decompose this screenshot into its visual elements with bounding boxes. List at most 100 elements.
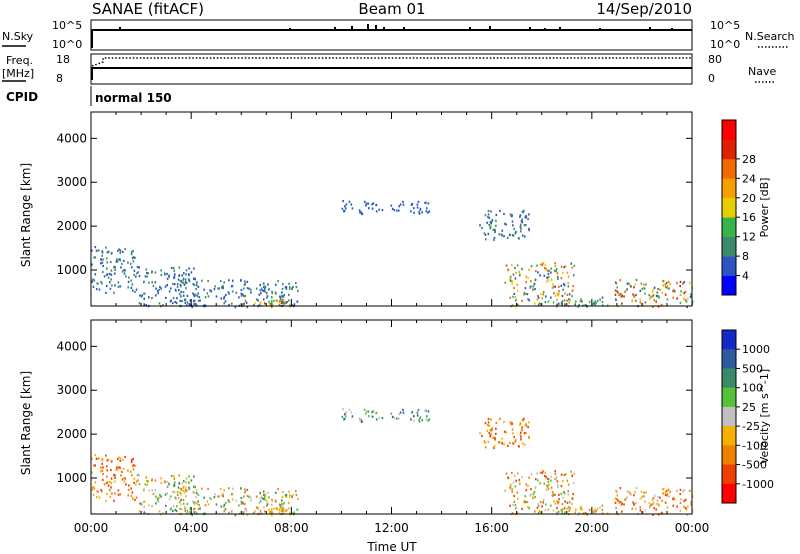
echo-cell [182, 502, 185, 505]
echo-cell [160, 287, 162, 290]
echo-cell [262, 490, 265, 493]
echo-cell [103, 483, 106, 486]
echo-cell [165, 504, 167, 507]
echo-cell [137, 271, 139, 274]
echo-cell [399, 203, 402, 206]
echo-cell [193, 485, 195, 488]
echo-cell [542, 293, 544, 296]
echo-cell [282, 301, 284, 304]
echo-cell [665, 490, 668, 493]
echo-cell [281, 506, 284, 509]
echo-cell [116, 466, 118, 469]
echo-cell [619, 501, 622, 504]
echo-cell [222, 492, 224, 496]
echo-cell [660, 511, 663, 514]
echo-cell [158, 496, 160, 499]
echo-cell [132, 458, 134, 461]
echo-cell [512, 503, 514, 506]
echo-cell [244, 507, 247, 510]
echo-cell [184, 298, 187, 301]
echo-cell [127, 280, 130, 283]
echo-cell [120, 266, 122, 269]
echo-cell [509, 275, 512, 278]
echo-cell [113, 272, 116, 275]
echo-cell [176, 505, 178, 508]
echo-cell [154, 271, 157, 274]
echo-cell [271, 296, 273, 299]
echo-cell [561, 303, 563, 306]
echo-cell [501, 437, 504, 440]
echo-cell [484, 441, 487, 444]
echo-cell [580, 298, 582, 301]
echo-cell [206, 500, 209, 503]
echo-cell [119, 249, 122, 252]
echo-cell [345, 203, 348, 206]
echo-cell [231, 510, 233, 513]
echo-cell [507, 476, 510, 480]
echo-cell [242, 511, 244, 514]
nsky-trace [91, 29, 692, 48]
echo-cell [166, 284, 168, 287]
echo-cell [107, 276, 110, 279]
echo-cell [193, 511, 195, 514]
beam-title: Beam 01 [358, 0, 425, 18]
echo-cell [554, 477, 556, 480]
echo-cell [662, 284, 664, 287]
echo-cell [176, 283, 179, 286]
echo-cell [542, 262, 544, 265]
echo-cell [113, 265, 115, 268]
echo-cell [271, 504, 273, 507]
echo-cell [509, 296, 511, 299]
echo-cell [540, 303, 542, 306]
echo-cell [679, 488, 682, 491]
nsky-tick-top: 10^5 [52, 19, 82, 32]
echo-cell [108, 272, 111, 275]
echo-cell [554, 262, 556, 265]
echo-cell [131, 474, 133, 477]
echo-cell [156, 497, 159, 501]
echo-cell [548, 275, 550, 278]
echo-cell [217, 495, 219, 498]
echo-cell [267, 491, 269, 494]
echo-cell [660, 303, 663, 306]
echo-cell [484, 214, 487, 217]
echo-cell [683, 291, 685, 295]
echo-cell [351, 415, 354, 418]
echo-cell [261, 289, 264, 292]
echo-cell [227, 291, 230, 294]
echo-cell [511, 263, 513, 267]
echo-cell [481, 434, 483, 438]
echo-cell [258, 512, 261, 515]
echo-cell [228, 487, 230, 490]
echo-cell [350, 411, 353, 414]
echo-cell [344, 415, 347, 418]
echo-cell [214, 285, 216, 288]
echo-cell [537, 504, 540, 507]
echo-cell [148, 296, 150, 299]
echo-cell [181, 299, 183, 303]
echo-cell [185, 269, 188, 272]
echo-cell [181, 274, 183, 277]
echo-cell [284, 510, 287, 513]
echo-cell [391, 415, 394, 418]
echo-cell [186, 301, 189, 304]
echo-cell [148, 504, 150, 507]
echo-cell [172, 282, 174, 285]
echo-cell [655, 300, 657, 303]
echo-cell [123, 269, 125, 272]
echo-cell [180, 285, 182, 288]
echo-cell [652, 501, 655, 505]
echo-cell [188, 280, 191, 283]
echo-cell [556, 303, 558, 306]
echo-cell [644, 301, 647, 304]
echo-cell [635, 507, 637, 510]
echo-cell [134, 464, 136, 467]
echo-cell [402, 203, 405, 206]
echo-cell [151, 297, 153, 300]
echo-cell [287, 299, 290, 302]
echo-cell [511, 422, 513, 426]
echo-cell [231, 290, 234, 293]
echo-cell [176, 491, 179, 494]
colorbar-tick-label: -25 [742, 420, 760, 433]
echo-cell [173, 477, 176, 480]
